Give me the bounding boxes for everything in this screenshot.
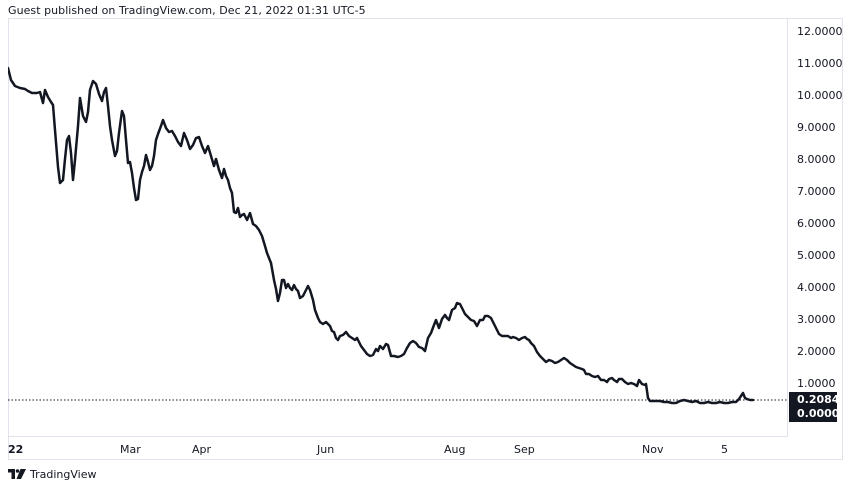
last-price-value: 0.2084 (797, 393, 840, 406)
time-tick: Mar (120, 443, 141, 456)
time-tick: Jun (317, 443, 335, 456)
price-tick: 9.0000 (797, 121, 836, 134)
price-tick: 6.0000 (797, 217, 836, 230)
time-tick: 5 (721, 443, 728, 456)
price-tick: 10.0000 (797, 89, 843, 102)
time-tick: Sep (514, 443, 535, 456)
price-tick: 8.0000 (797, 153, 836, 166)
chart-pane[interactable] (8, 18, 788, 437)
tradingview-logo-icon (8, 469, 26, 479)
zero-price-value: 0.0000 (797, 407, 840, 420)
price-tick: 12.0000 (797, 25, 843, 38)
price-tick: 11.0000 (797, 57, 843, 70)
price-tick: 7.0000 (797, 185, 836, 198)
price-tick: 1.0000 (797, 377, 836, 390)
price-tick: 4.0000 (797, 281, 836, 294)
price-line (8, 66, 755, 405)
tradingview-footer[interactable]: TradingView (8, 466, 96, 482)
price-tick: 2.0000 (797, 345, 836, 358)
price-line-plot (8, 66, 788, 405)
time-tick: Nov (642, 443, 664, 456)
price-tick: 5.0000 (797, 249, 836, 262)
tradingview-brand-text: TradingView (30, 467, 97, 481)
price-axis[interactable]: 12.0000 11.0000 10.0000 9.0000 8.0000 7.… (789, 18, 843, 437)
time-tick: 22 (8, 443, 24, 456)
time-axis[interactable]: 22 Mar Apr Jun Aug Sep Nov 5 (8, 437, 788, 460)
last-price-badge: 0.2084 0.0000 (789, 392, 840, 422)
chart-frame (8, 18, 843, 460)
time-tick: Apr (192, 443, 212, 456)
time-tick: Aug (444, 443, 466, 456)
price-tick: 3.0000 (797, 313, 836, 326)
attribution-text: Guest published on TradingView.com, Dec … (8, 4, 366, 17)
